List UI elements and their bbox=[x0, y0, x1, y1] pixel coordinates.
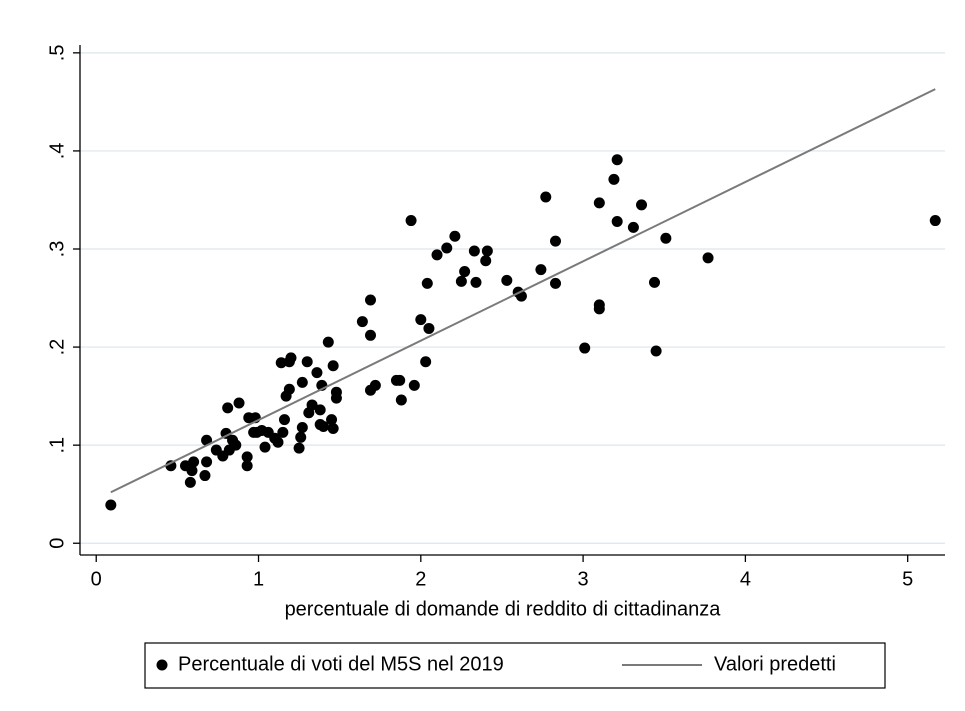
x-tick-label: 5 bbox=[902, 568, 913, 590]
scatter-point bbox=[296, 376, 308, 388]
scatter-point bbox=[272, 436, 284, 448]
scatter-point bbox=[327, 360, 339, 372]
y-tick-label: .5 bbox=[46, 45, 68, 62]
scatter-point bbox=[241, 460, 253, 472]
x-axis-label: percentuale di domande di reddito di cit… bbox=[285, 598, 722, 620]
scatter-point bbox=[230, 439, 242, 451]
scatter-point bbox=[408, 379, 420, 391]
scatter-point bbox=[184, 476, 196, 488]
scatter-point bbox=[356, 316, 368, 328]
scatter-point bbox=[579, 342, 591, 354]
legend-label: Valori predetti bbox=[714, 653, 836, 675]
scatter-point bbox=[593, 299, 605, 311]
scatter-point bbox=[222, 402, 234, 414]
scatter-point bbox=[593, 197, 605, 209]
x-tick-label: 2 bbox=[415, 568, 426, 590]
scatter-point bbox=[241, 451, 253, 463]
scatter-point bbox=[259, 441, 271, 453]
scatter-point bbox=[650, 345, 662, 357]
scatter-point bbox=[301, 356, 313, 368]
legend-label: Percentuale di voti del M5S nel 2019 bbox=[178, 653, 504, 675]
scatter-point bbox=[540, 191, 552, 203]
scatter-point bbox=[394, 374, 406, 386]
scatter-point bbox=[330, 386, 342, 398]
scatter-point bbox=[295, 431, 307, 443]
scatter-point bbox=[165, 460, 177, 472]
scatter-point bbox=[431, 249, 443, 261]
scatter-point bbox=[283, 383, 295, 395]
scatter-point bbox=[317, 421, 329, 433]
scatter-point bbox=[405, 215, 417, 227]
legend: Percentuale di voti del M5S nel 2019 Valo… bbox=[144, 642, 886, 689]
scatter-point bbox=[233, 397, 245, 409]
scatter-point bbox=[285, 352, 297, 364]
scatter-point bbox=[201, 456, 213, 468]
y-tick-label: .3 bbox=[46, 241, 68, 258]
x-tick-label: 1 bbox=[253, 568, 264, 590]
scatter-point bbox=[105, 499, 117, 511]
scatter-point bbox=[480, 255, 492, 267]
scatter-point bbox=[278, 414, 290, 426]
scatter-point bbox=[611, 216, 623, 228]
scatter-point bbox=[627, 221, 639, 233]
scatter-point bbox=[326, 414, 338, 426]
scatter-point bbox=[550, 235, 562, 247]
scatter-point bbox=[311, 367, 323, 379]
x-tick-label: 0 bbox=[91, 568, 102, 590]
x-tick-label: 4 bbox=[740, 568, 751, 590]
scatter-point bbox=[660, 232, 672, 244]
scatter-point bbox=[199, 470, 211, 482]
y-tick-label: 0 bbox=[46, 538, 68, 549]
scatter-point bbox=[293, 442, 305, 454]
scatter-point bbox=[608, 173, 620, 185]
scatter-point bbox=[468, 245, 480, 257]
scatter-point bbox=[649, 276, 661, 288]
scatter-point bbox=[501, 274, 513, 286]
scatter-point bbox=[186, 465, 198, 477]
scatter-point bbox=[277, 426, 289, 438]
scatter-point bbox=[296, 422, 308, 433]
scatter-point bbox=[449, 230, 461, 242]
scatter-point bbox=[369, 379, 381, 391]
scatter-point bbox=[188, 456, 200, 468]
scatter-point bbox=[421, 277, 433, 289]
scatter-point bbox=[322, 336, 334, 348]
scatter-point bbox=[470, 276, 482, 288]
scatter-point bbox=[314, 404, 326, 416]
scatter-point bbox=[306, 399, 318, 411]
scatter-point bbox=[636, 199, 648, 211]
scatter-point bbox=[535, 264, 547, 276]
scatter-point bbox=[275, 357, 287, 369]
scatter-point bbox=[327, 422, 339, 434]
y-tick-label: .1 bbox=[46, 437, 68, 454]
y-tick-label: .4 bbox=[46, 143, 68, 160]
y-tick-label: .2 bbox=[46, 339, 68, 356]
scatter-point bbox=[459, 266, 471, 278]
scatter-point bbox=[364, 329, 376, 341]
scatter-point bbox=[550, 277, 562, 289]
scatter-point bbox=[481, 245, 493, 257]
scatter-point bbox=[455, 275, 467, 287]
fit-line bbox=[110, 88, 936, 494]
x-tick-label: 3 bbox=[578, 568, 589, 590]
scatter-point bbox=[441, 242, 453, 254]
scatter-point bbox=[420, 356, 432, 368]
scatter-point bbox=[423, 322, 435, 334]
legend-box bbox=[144, 642, 886, 689]
scatter-point bbox=[395, 394, 407, 406]
legend-marker bbox=[156, 659, 168, 671]
scatter-point bbox=[364, 294, 376, 306]
scatter-point bbox=[415, 314, 427, 326]
scatter-point bbox=[611, 154, 623, 166]
scatter-point bbox=[702, 252, 714, 264]
scatter-point bbox=[929, 215, 941, 227]
